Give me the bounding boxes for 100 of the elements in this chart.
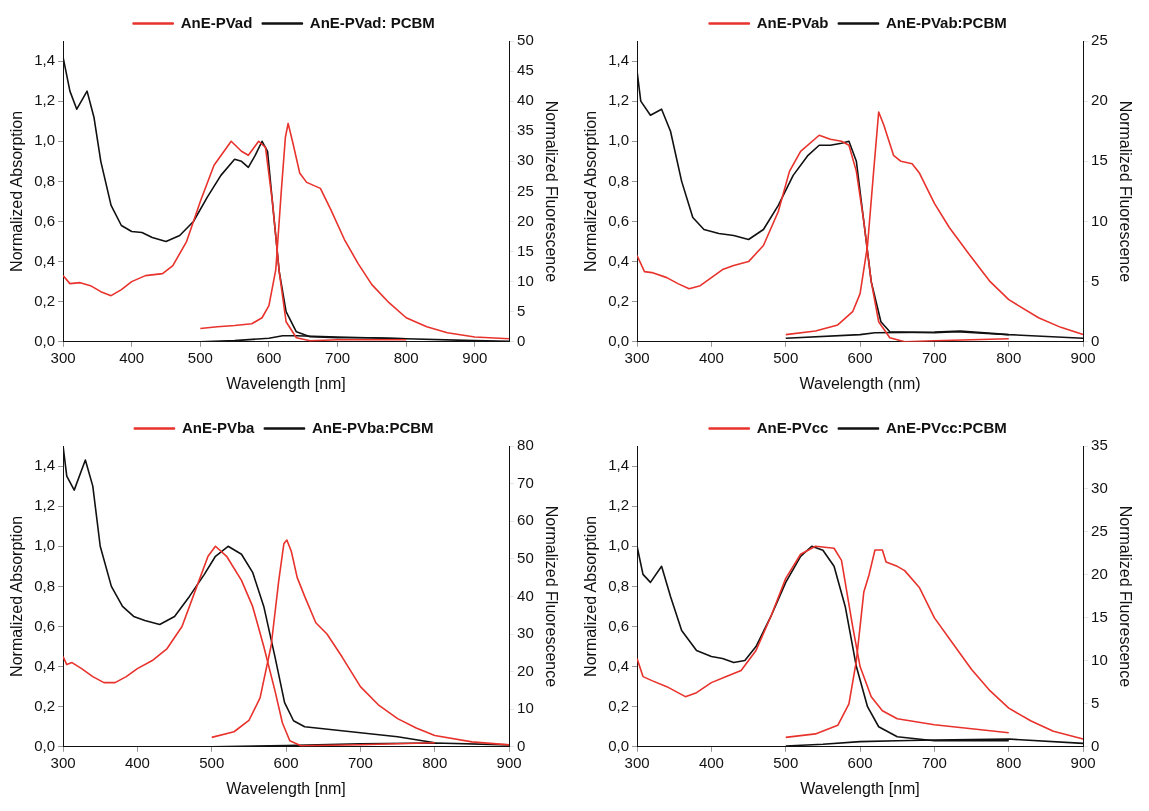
y2-tick-label: 5 (1091, 693, 1100, 711)
x-tick-label: 700 (325, 348, 351, 366)
y-tick-label: 0,0 (608, 736, 630, 754)
y2-tick-label: 0 (517, 331, 526, 349)
y-tick-label: 1,2 (34, 496, 56, 514)
y2-tick-label: 10 (1091, 211, 1108, 229)
x-tick-label: 300 (50, 753, 76, 771)
y2-tick-label: 10 (517, 699, 534, 717)
y2-tick-label: 40 (517, 586, 534, 604)
y2-tick-label: 5 (1091, 271, 1100, 289)
legend-label: AnE-PVcc (756, 418, 829, 436)
y-tick-label: 0,8 (608, 576, 630, 594)
y-tick-label: 0,8 (608, 171, 630, 189)
y2-tick-label: 10 (517, 271, 534, 289)
y-tick-label: 1,0 (608, 536, 630, 554)
y2-tick-label: 20 (517, 211, 534, 229)
x-tick-label: 500 (187, 348, 213, 366)
x-tick-label: 800 (996, 348, 1022, 366)
x-tick-label: 400 (698, 753, 724, 771)
y-axis-title: Normalized Absorption (8, 110, 26, 272)
x-axis-title: Wavelength [nm] (226, 374, 346, 392)
x-tick-label: 500 (773, 753, 799, 771)
x-tick-label: 700 (921, 753, 947, 771)
legend-label: AnE-PVcc:PCBM (885, 418, 1007, 436)
x-tick-label: 800 (422, 753, 448, 771)
x-tick-label: 800 (996, 753, 1022, 771)
y2-axis-title: Normalized Fluorescence (1116, 505, 1134, 688)
y-tick-label: 1,2 (608, 91, 630, 109)
x-tick-label: 800 (393, 348, 419, 366)
y2-tick-label: 25 (517, 181, 534, 199)
x-tick-label: 900 (496, 753, 522, 771)
y2-tick-label: 30 (517, 624, 534, 642)
y2-tick-label: 20 (517, 661, 534, 679)
y-tick-label: 0,0 (34, 736, 56, 754)
y-tick-label: 0,6 (34, 211, 56, 229)
y-tick-label: 1,4 (34, 51, 56, 69)
y2-tick-label: 20 (1091, 91, 1108, 109)
x-tick-label: 700 (347, 753, 373, 771)
x-tick-label: 900 (1070, 753, 1096, 771)
x-tick-label: 900 (1070, 348, 1096, 366)
y2-tick-label: 45 (517, 61, 534, 79)
y-tick-label: 1,4 (608, 456, 630, 474)
x-tick-label: 700 (921, 348, 947, 366)
y-tick-label: 0,0 (608, 331, 630, 349)
x-tick-label: 900 (462, 348, 488, 366)
y-tick-label: 0,2 (34, 291, 56, 309)
y-tick-label: 0,4 (34, 656, 56, 674)
y-tick-label: 0,0 (34, 331, 56, 349)
y2-tick-label: 70 (517, 473, 534, 491)
y2-tick-label: 0 (1091, 331, 1100, 349)
y-tick-label: 0,4 (608, 251, 630, 269)
y2-tick-label: 25 (1091, 31, 1108, 49)
x-tick-label: 300 (50, 348, 76, 366)
y2-tick-label: 40 (517, 91, 534, 109)
y2-tick-label: 20 (1091, 565, 1108, 583)
y-tick-label: 0,8 (34, 576, 56, 594)
y2-tick-label: 15 (1091, 608, 1108, 626)
x-axis-title: Wavelength [nm] (226, 779, 346, 797)
x-tick-label: 600 (256, 348, 282, 366)
y-tick-label: 1,0 (34, 131, 56, 149)
y2-tick-label: 35 (1091, 436, 1108, 454)
y2-tick-label: 25 (1091, 522, 1108, 540)
y2-tick-label: 60 (517, 511, 534, 529)
y-tick-label: 1,0 (608, 131, 630, 149)
legend-label: AnE-PVad (180, 13, 253, 31)
y2-tick-label: 30 (517, 151, 534, 169)
y2-tick-label: 50 (517, 548, 534, 566)
x-tick-label: 300 (624, 348, 650, 366)
y-tick-label: 0,8 (34, 171, 56, 189)
y2-tick-label: 15 (517, 241, 534, 259)
x-tick-label: 400 (119, 348, 145, 366)
y-tick-label: 0,2 (608, 696, 630, 714)
y-tick-label: 1,4 (608, 51, 630, 69)
y2-axis-title: Normalized Fluorescence (1116, 100, 1134, 283)
y-tick-label: 0,6 (34, 616, 56, 634)
legend-label: AnE-PVab (756, 13, 829, 31)
y2-tick-label: 80 (517, 436, 534, 454)
y-tick-label: 0,6 (608, 616, 630, 634)
x-tick-label: 600 (847, 753, 873, 771)
y2-tick-label: 50 (517, 31, 534, 49)
x-axis-title: Wavelength (nm) (799, 374, 921, 392)
y-tick-label: 0,2 (608, 291, 630, 309)
x-tick-label: 500 (199, 753, 225, 771)
y-tick-label: 0,6 (608, 211, 630, 229)
y-axis-title: Normalized Absorption (8, 515, 26, 677)
y-tick-label: 0,4 (34, 251, 56, 269)
y2-tick-label: 35 (517, 121, 534, 139)
legend-label: AnE-PVba (181, 418, 256, 436)
y2-axis-title: Normalized Fluorescence (542, 100, 560, 283)
legend-label: AnE-PVad: PCBM (309, 13, 435, 31)
y-tick-label: 1,0 (34, 536, 56, 554)
y-axis-title: Normalized Absorption (582, 110, 600, 272)
x-tick-label: 500 (773, 348, 799, 366)
y-tick-label: 0,4 (608, 656, 630, 674)
x-axis-title: Wavelength [nm] (800, 779, 920, 797)
y-axis-title: Normalized Absorption (582, 515, 600, 677)
y2-tick-label: 10 (1091, 651, 1108, 668)
legend-label: AnE-PVab:PCBM (885, 13, 1007, 31)
y2-axis-title: Normalized Fluorescence (542, 505, 560, 688)
y2-tick-label: 15 (1091, 151, 1108, 169)
